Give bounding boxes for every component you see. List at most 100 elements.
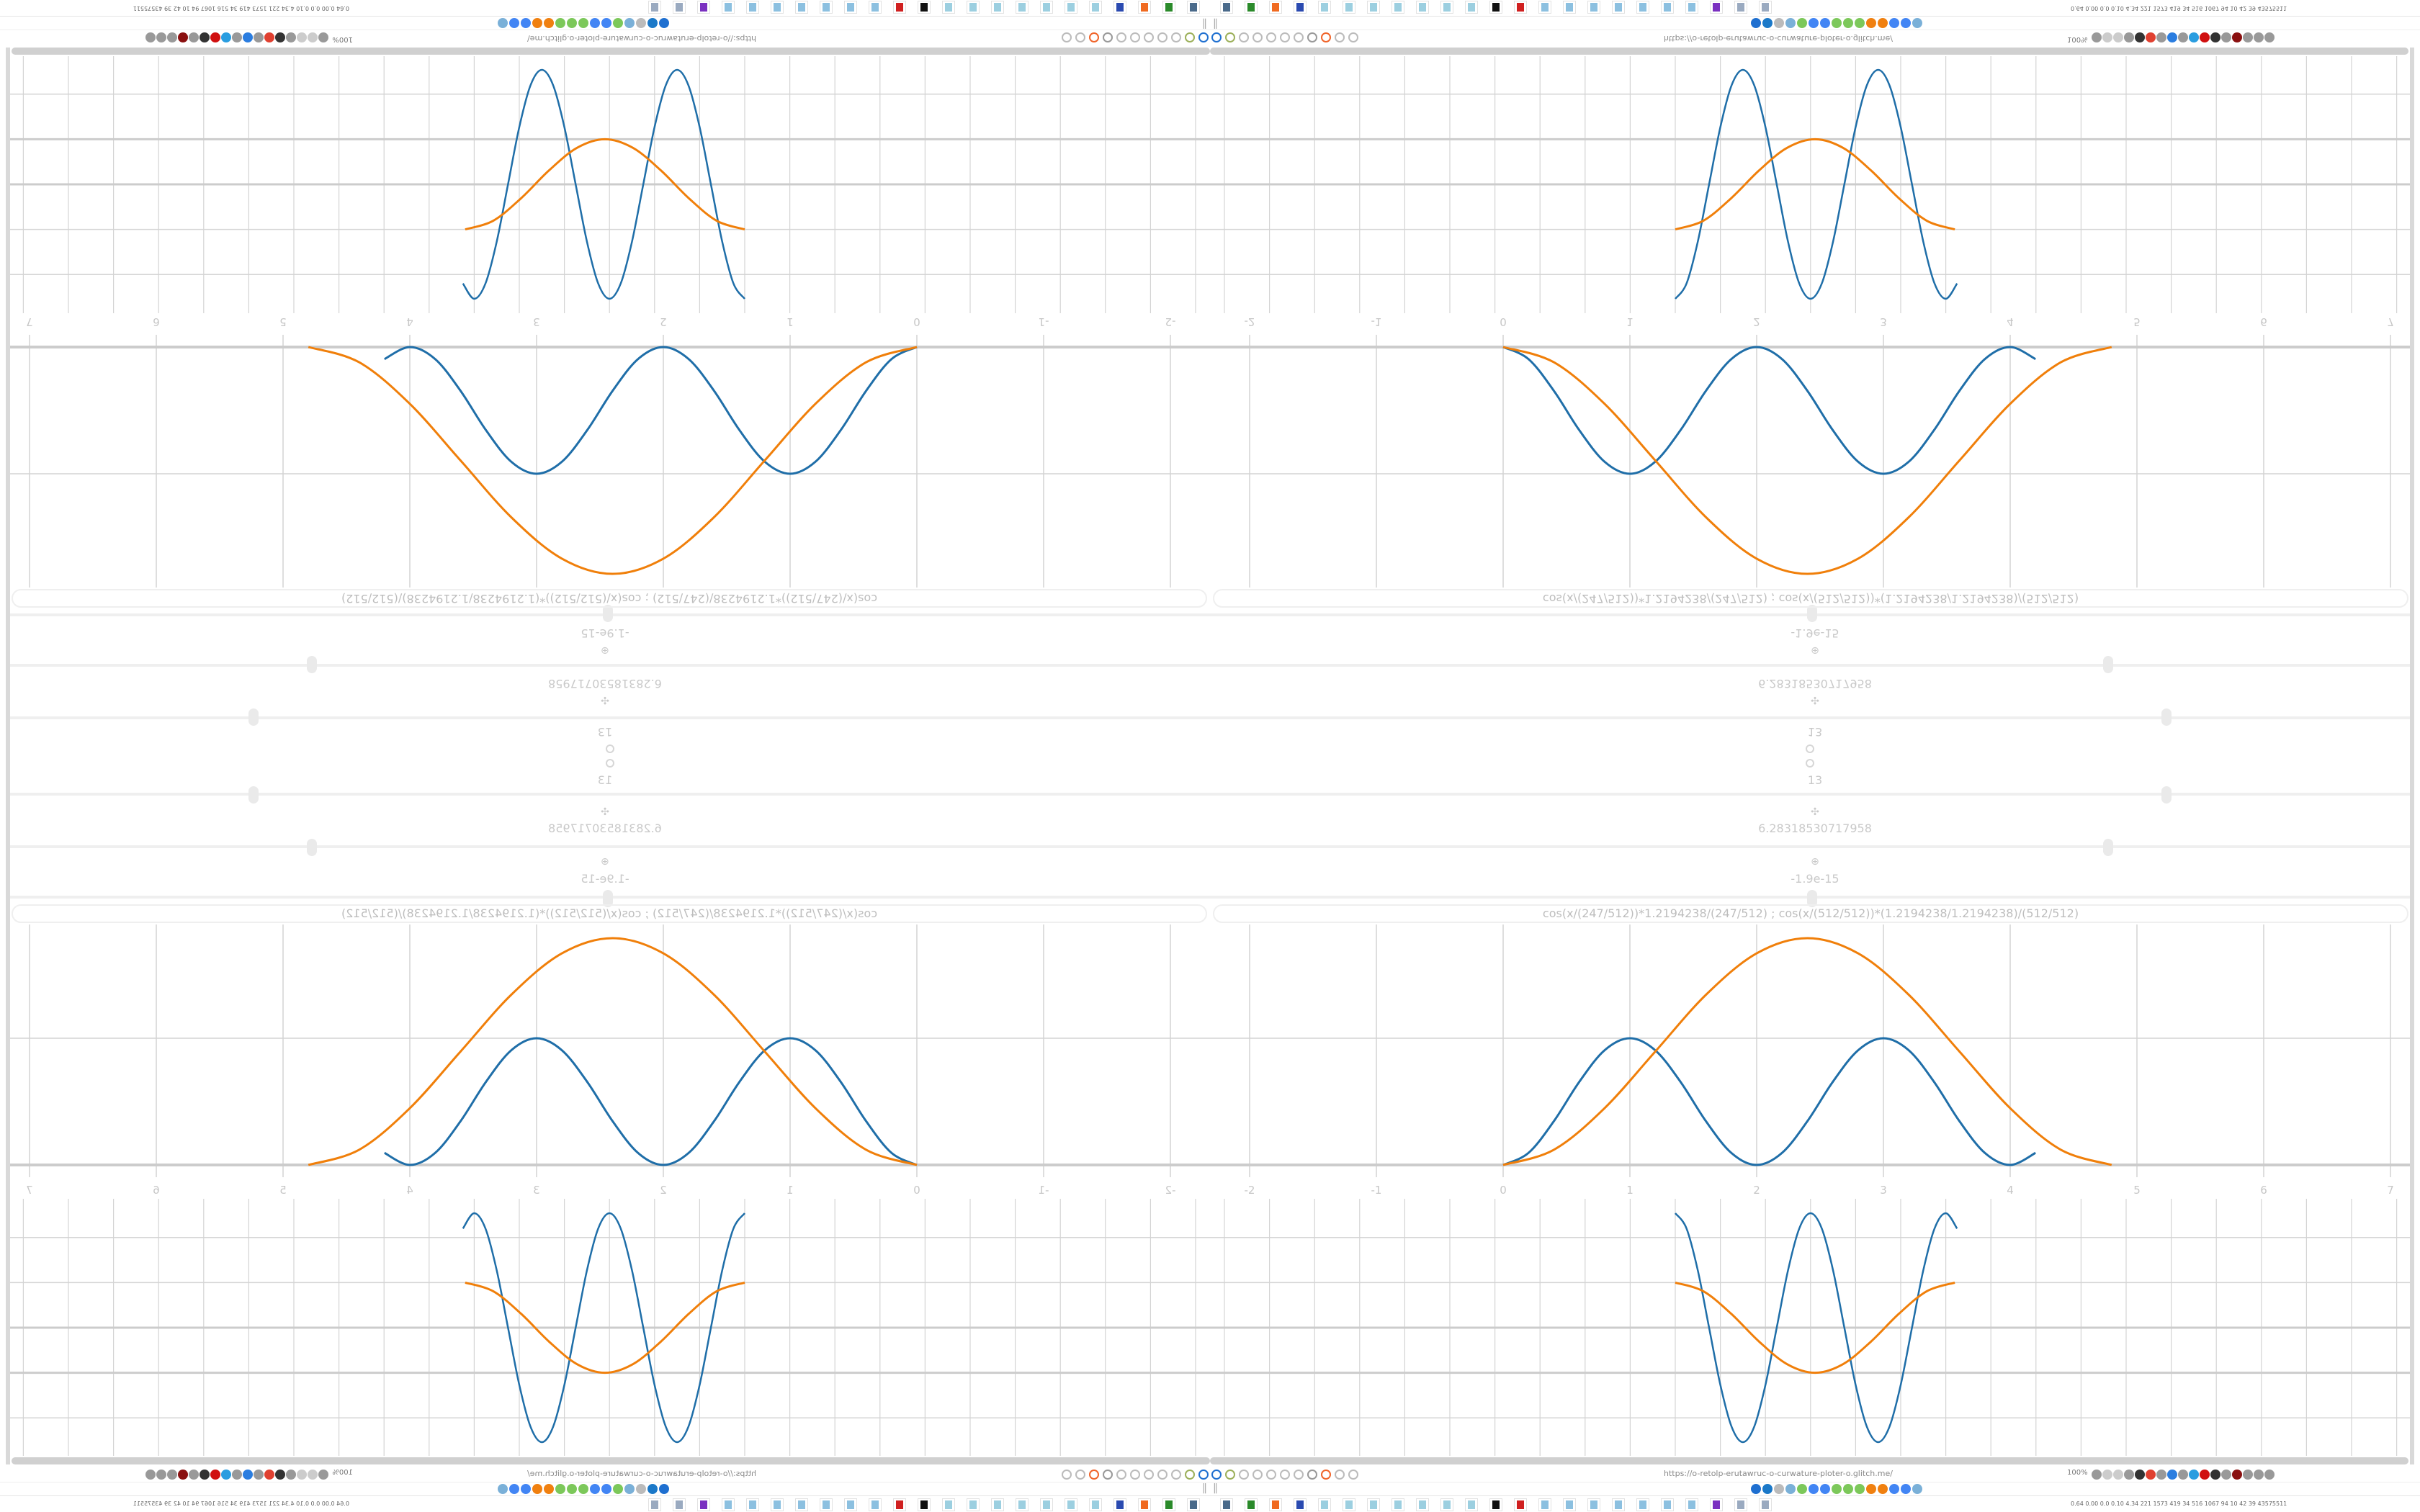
extension-icon[interactable] (2210, 1470, 2220, 1480)
taskbar-app-button[interactable] (1538, 1, 1551, 14)
bookmark-icon[interactable] (509, 18, 519, 28)
taskbar-app-button[interactable] (1343, 1498, 1355, 1511)
extension-icon[interactable] (200, 32, 210, 42)
extension-icon[interactable] (275, 1470, 285, 1480)
toolbar-icon[interactable] (1307, 1470, 1317, 1480)
bookmark-icon[interactable] (601, 18, 611, 28)
taskbar-app-button[interactable] (1465, 1498, 1478, 1511)
extension-icon[interactable] (232, 1470, 242, 1480)
toolbar-icon[interactable] (1062, 32, 1072, 42)
url-bar[interactable]: https://o-retolp-erutawruc-o-curwature-p… (1664, 34, 1893, 43)
bookmark-icon[interactable] (532, 1484, 542, 1494)
extension-icon[interactable] (254, 1470, 264, 1480)
bookmark-icon[interactable] (1809, 1484, 1819, 1494)
extension-icon[interactable] (2156, 1470, 2166, 1480)
bookmark-icon[interactable] (1878, 1484, 1888, 1494)
extension-icon[interactable] (286, 1470, 296, 1480)
taskbar-app-button[interactable] (1710, 1498, 1723, 1511)
formula-input[interactable]: cos(x/(247/512))*1.2194238/(247/512) ; c… (1213, 904, 2408, 923)
extension-icon[interactable] (2221, 32, 2231, 42)
taskbar-app-button[interactable] (1734, 1498, 1747, 1511)
extension-icon[interactable] (2189, 32, 2199, 42)
bookmark-icon[interactable] (590, 1484, 600, 1494)
bookmark-icon[interactable] (1855, 18, 1865, 28)
taskbar-app-button[interactable] (1162, 1498, 1175, 1511)
taskbar-app-button[interactable] (967, 1, 980, 14)
taskbar-app-button[interactable] (1138, 1, 1151, 14)
bookmark-icon[interactable] (659, 1484, 669, 1494)
bookmark-icon[interactable] (544, 1484, 554, 1494)
toolbar-icon[interactable] (1335, 32, 1345, 42)
toolbar-icon[interactable] (1198, 32, 1209, 42)
toolbar-icon[interactable] (1171, 1470, 1181, 1480)
extension-icon[interactable] (167, 32, 177, 42)
taskbar-app-button[interactable] (1392, 1498, 1404, 1511)
toolbar-icon[interactable] (1211, 32, 1222, 42)
toolbar-icon[interactable] (1185, 32, 1195, 42)
toolbar-icon[interactable] (1266, 1470, 1276, 1480)
taskbar-app-button[interactable] (1318, 1498, 1331, 1511)
taskbar-app-button[interactable] (648, 1, 661, 14)
bookmark-icon[interactable] (578, 1484, 588, 1494)
extension-icon[interactable] (2254, 1470, 2264, 1480)
taskbar-app-button[interactable] (1367, 1498, 1380, 1511)
bookmark-icon[interactable] (1797, 1484, 1807, 1494)
toolbar-icon[interactable] (1171, 32, 1181, 42)
zoom-level[interactable]: 100% (2067, 35, 2088, 43)
taskbar-app-button[interactable] (1113, 1, 1126, 14)
taskbar-app-button[interactable] (918, 1498, 931, 1511)
extension-icon[interactable] (264, 1470, 274, 1480)
extension-icon[interactable] (2200, 1470, 2210, 1480)
horizontal-scrollbar[interactable] (1210, 48, 2408, 55)
bookmark-icon[interactable] (1843, 18, 1853, 28)
drag-handle-icon[interactable]: ‖ (1213, 18, 1218, 30)
taskbar-app-button[interactable] (893, 1498, 906, 1511)
extension-icon[interactable] (2178, 32, 2188, 42)
slider-thumb-formula[interactable] (1807, 890, 1817, 907)
taskbar-app-button[interactable] (1269, 1, 1282, 14)
extension-icon[interactable] (2264, 1470, 2275, 1480)
taskbar-app-button[interactable] (1416, 1, 1429, 14)
extension-icon[interactable] (200, 1470, 210, 1480)
extension-icon[interactable] (2113, 32, 2123, 42)
taskbar-app-button[interactable] (1514, 1, 1527, 14)
extension-icon[interactable] (275, 32, 285, 42)
toolbar-icon[interactable] (1348, 32, 1358, 42)
extension-icon[interactable] (145, 32, 156, 42)
taskbar-app-button[interactable] (795, 1, 808, 14)
extension-icon[interactable] (2254, 32, 2264, 42)
bookmark-icon[interactable] (1785, 18, 1796, 28)
bookmark-icon[interactable] (1751, 1484, 1761, 1494)
bookmark-icon[interactable] (1820, 1484, 1830, 1494)
url-bar[interactable]: https://o-retolp-erutawruc-o-curwature-p… (1664, 1469, 1893, 1478)
url-bar[interactable]: https://o-retolp-erutawruc-o-curwature-p… (527, 34, 756, 43)
taskbar-app-button[interactable] (1220, 1, 1233, 14)
bookmark-icon[interactable] (1855, 1484, 1865, 1494)
taskbar-app-button[interactable] (1440, 1498, 1453, 1511)
taskbar-app-button[interactable] (722, 1, 735, 14)
toolbar-icon[interactable] (1157, 32, 1168, 42)
toolbar-icon[interactable] (1116, 1470, 1126, 1480)
vertical-scrollbar[interactable] (2410, 756, 2414, 1464)
vertical-scrollbar[interactable] (6, 48, 10, 756)
toolbar-icon[interactable] (1335, 1470, 1345, 1480)
toolbar-icon[interactable] (1239, 1470, 1249, 1480)
bookmark-icon[interactable] (647, 1484, 658, 1494)
bookmark-icon[interactable] (1866, 18, 1876, 28)
extension-icon[interactable] (2178, 1470, 2188, 1480)
taskbar-app-button[interactable] (673, 1498, 686, 1511)
taskbar-app-button[interactable] (869, 1, 882, 14)
toolbar-icon[interactable] (1211, 1470, 1222, 1480)
taskbar-app-button[interactable] (820, 1, 833, 14)
extension-icon[interactable] (145, 1470, 156, 1480)
taskbar-app-button[interactable] (1294, 1, 1307, 14)
extension-icon[interactable] (286, 32, 296, 42)
toolbar-icon[interactable] (1252, 1470, 1263, 1480)
taskbar-app-button[interactable] (722, 1498, 735, 1511)
bookmark-icon[interactable] (1889, 18, 1899, 28)
extension-icon[interactable] (2189, 1470, 2199, 1480)
toolbar-icon[interactable] (1089, 1470, 1099, 1480)
extension-icon[interactable] (2135, 1470, 2145, 1480)
bookmark-icon[interactable] (521, 1484, 531, 1494)
extension-icon[interactable] (254, 32, 264, 42)
